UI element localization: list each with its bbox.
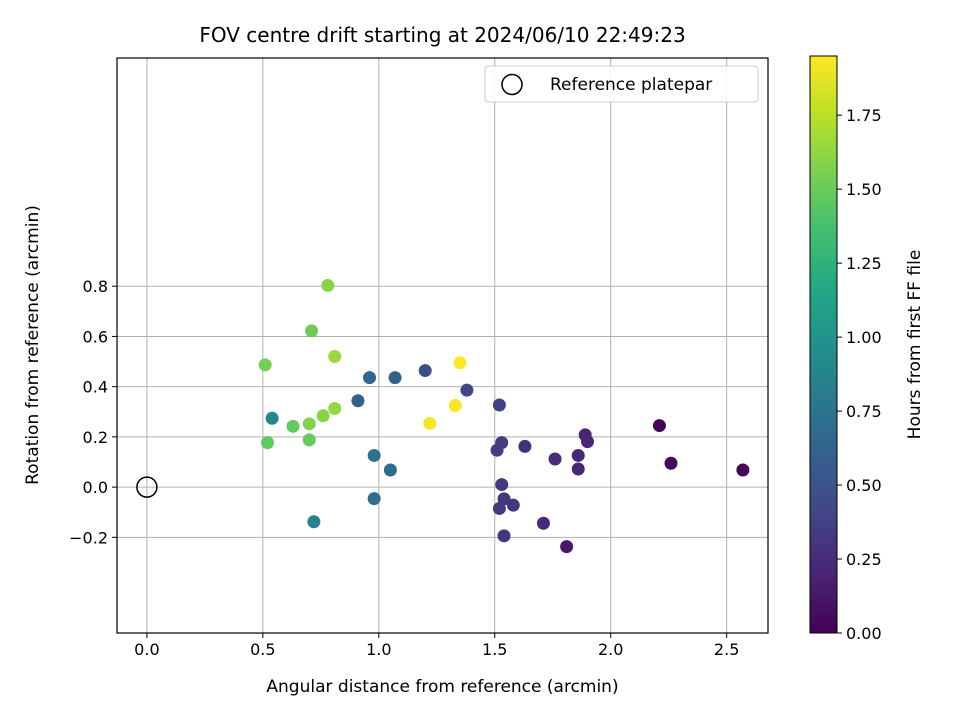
scatter-point: [363, 371, 377, 385]
data-points: [258, 278, 750, 554]
legend-marker-icon: [501, 73, 523, 96]
scatter-point: [518, 439, 532, 453]
legend-label: Reference platepar: [550, 75, 712, 95]
chart-title: FOV centre drift starting at 2024/06/10 …: [199, 23, 685, 47]
y-tick-label: 0.0: [83, 478, 108, 497]
y-tick-label: 0.6: [83, 327, 108, 346]
scatter-point: [448, 398, 462, 412]
scatter-point: [316, 409, 330, 423]
legend: Reference platepar: [484, 65, 759, 103]
scatter-point: [453, 356, 467, 370]
scatter-point: [664, 456, 678, 470]
scatter-point: [652, 419, 666, 433]
scatter-point: [423, 416, 437, 430]
scatter-point: [286, 419, 300, 433]
colorbar: 0.00 0.25 0.50 0.75 1.00 1.25 1.50 1.75 Hours f…: [809, 55, 925, 643]
colorbar-tick-label: 1.00: [846, 328, 882, 347]
scatter-point: [388, 371, 402, 385]
scatter-point: [560, 540, 574, 554]
scatter-point: [367, 492, 381, 506]
x-tick-label: 0.5: [250, 640, 275, 659]
colorbar-tick-label: 1.75: [846, 106, 882, 125]
scatter-point: [367, 448, 381, 462]
x-tick-label: 1.0: [366, 640, 391, 659]
scatter-point: [548, 452, 562, 466]
colorbar-ticks: 0.00 0.25 0.50 0.75 1.00 1.25 1.50 1.75: [837, 106, 882, 643]
colorbar-tick-label: 0.00: [846, 624, 882, 643]
scatter-point: [418, 364, 432, 378]
scatter-point: [260, 436, 274, 450]
scatter-point: [302, 433, 316, 447]
scatter-point: [328, 350, 342, 364]
scatter-point: [351, 394, 365, 408]
colorbar-tick-label: 1.50: [846, 180, 882, 199]
y-axis-label: Rotation from reference (arcmin): [23, 205, 43, 485]
scatter-point: [321, 278, 335, 292]
x-tick-label: 2.0: [598, 640, 623, 659]
reference-platepar-marker: [136, 476, 158, 498]
scatter-point: [302, 417, 316, 431]
scatter-point: [495, 478, 509, 492]
y-tick-label: −0.2: [69, 528, 108, 547]
x-tick-label: 1.5: [482, 640, 507, 659]
colorbar-gradient: [809, 55, 838, 634]
scatter-point: [383, 463, 397, 477]
colorbar-tick-label: 0.75: [846, 402, 882, 421]
x-tick-label: 2.5: [714, 640, 739, 659]
scatter-point: [307, 515, 321, 529]
x-tick-label: 0.0: [134, 640, 159, 659]
scatter-point: [258, 358, 272, 372]
scatter-point: [536, 516, 550, 530]
y-tick-label: 0.4: [83, 378, 108, 397]
scatter-point: [495, 436, 509, 450]
scatter-point: [571, 462, 585, 476]
scatter-point: [460, 383, 474, 397]
scatter-point: [492, 398, 506, 412]
grid-lines: [117, 58, 768, 633]
colorbar-tick-label: 0.50: [846, 476, 882, 495]
colorbar-tick-label: 1.25: [846, 254, 882, 273]
colorbar-label: Hours from first FF file: [905, 250, 925, 440]
scatter-point: [736, 463, 750, 477]
scatter-point: [571, 448, 585, 462]
scatter-point: [581, 435, 595, 449]
legend-box: [484, 65, 759, 103]
y-axis-ticks: −0.2 0.0 0.2 0.4 0.6 0.8: [69, 277, 117, 547]
scatter-point: [305, 324, 319, 338]
x-axis-ticks: 0.0 0.5 1.0 1.5 2.0 2.5: [134, 633, 739, 659]
colorbar-tick-label: 0.25: [846, 550, 882, 569]
scatter-point: [492, 501, 506, 515]
y-tick-label: 0.2: [83, 428, 108, 447]
scatter-point: [506, 498, 520, 512]
plot-frame: [116, 57, 769, 634]
scatter-point: [497, 529, 511, 543]
scatter-point: [265, 411, 279, 425]
y-tick-label: 0.8: [83, 277, 108, 296]
x-axis-label: Angular distance from reference (arcmin): [266, 677, 618, 697]
scatter-point: [328, 402, 342, 416]
